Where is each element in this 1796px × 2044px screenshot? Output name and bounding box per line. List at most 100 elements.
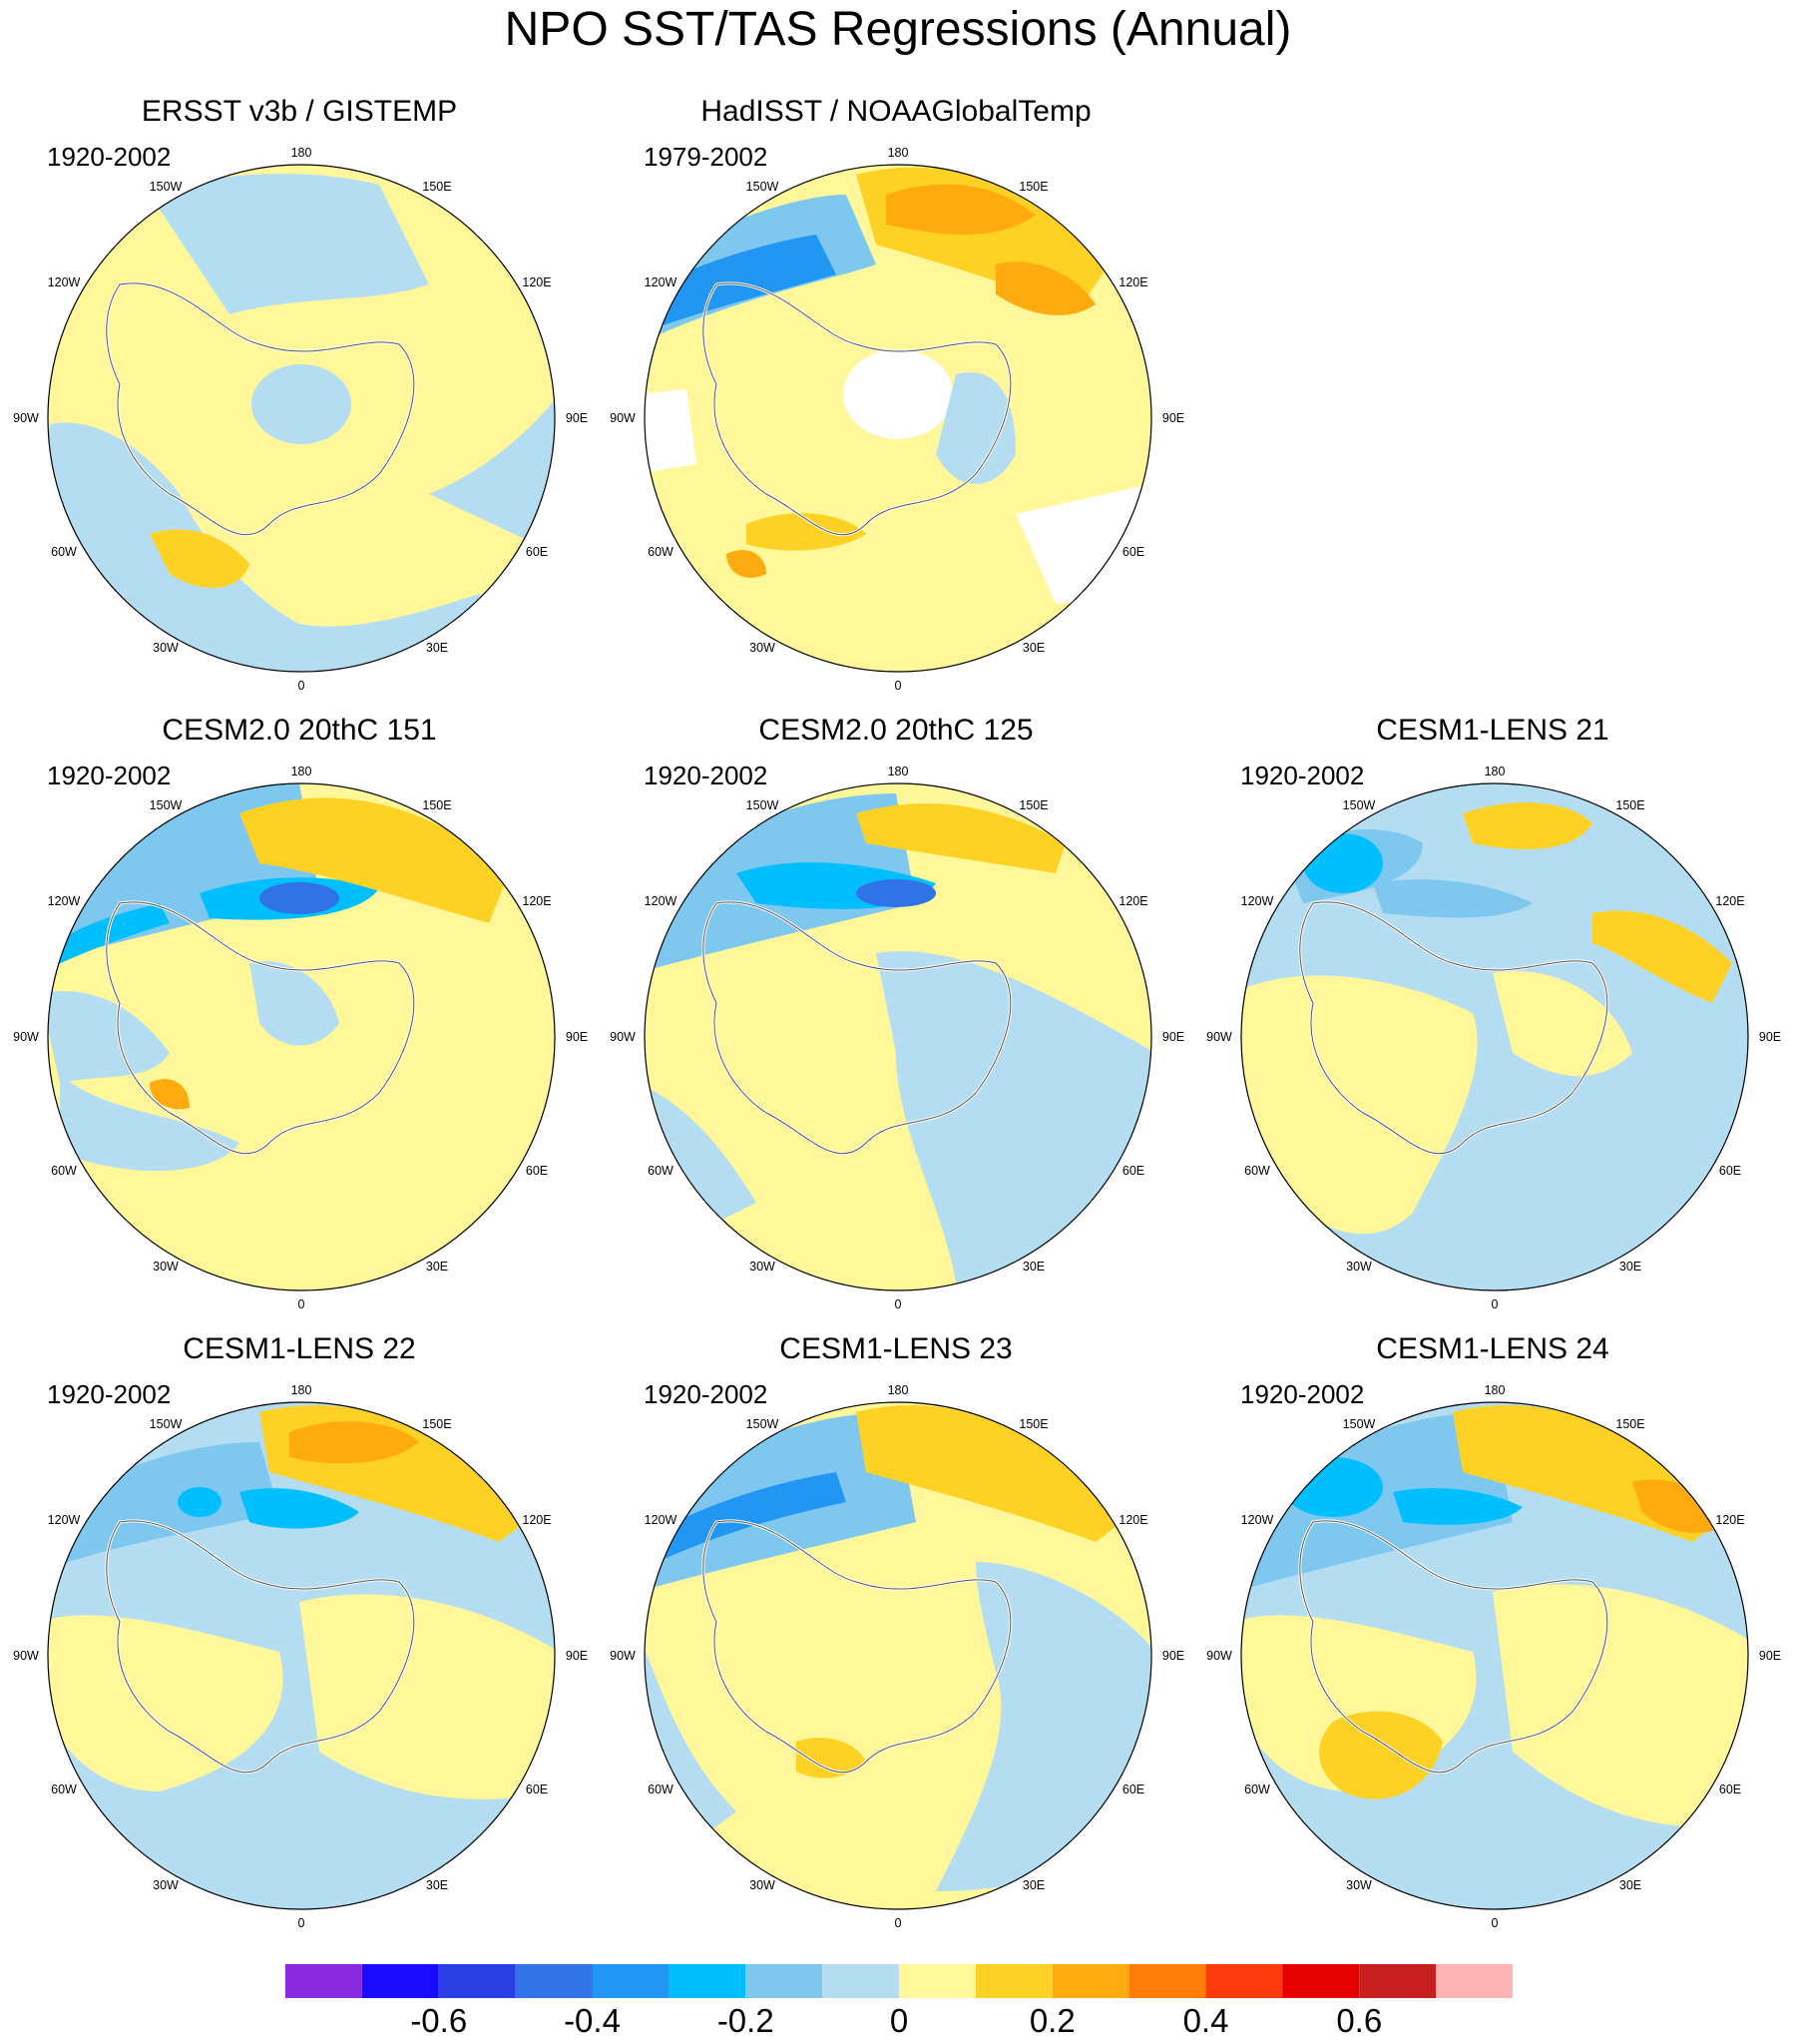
lon-label: 30E xyxy=(1023,641,1045,655)
polar-map: 180 150E 120E 90E 60E 30E 0 30W 60W 90W … xyxy=(610,1383,1184,1930)
lon-label: 150E xyxy=(1615,1417,1644,1431)
polar-map: 180 150E 120E 90E 60E 30E 0 30W 60W 90W … xyxy=(610,146,1184,693)
panel-period: 1920-2002 xyxy=(47,1379,172,1409)
lon-label: 90E xyxy=(1759,1030,1781,1044)
lon-label: 30E xyxy=(426,1260,448,1274)
lon-label: 180 xyxy=(1485,765,1506,778)
lon-label: 30W xyxy=(1346,1878,1372,1892)
lon-label: 60W xyxy=(648,545,674,559)
longitude-labels: 180 150E 120E 90E 60E 30E 0 30W 60W 90W … xyxy=(610,146,1184,693)
longitude-labels: 180 150E 120E 90E 60E 30E 0 30W 60W 90W … xyxy=(1206,765,1781,1311)
longitude-labels: 180 150E 120E 90E 60E 30E 0 30W 60W 90W … xyxy=(13,146,588,693)
map-panel: CESM1-LENS 24 1920-2002 180 150E 120E 90… xyxy=(1193,1332,1792,1951)
lon-label: 60W xyxy=(648,1164,674,1178)
map-panel: ERSST v3b / GISTEMP 1920-2002 180 150E 1… xyxy=(0,95,599,714)
lon-label: 120E xyxy=(522,894,551,908)
lon-label: 60W xyxy=(1244,1783,1270,1796)
lon-label: 180 xyxy=(1485,1383,1506,1397)
polar-map: 180 150E 120E 90E 60E 30E 0 30W 60W 90W … xyxy=(13,765,588,1311)
lon-label: 60E xyxy=(1122,545,1144,559)
lon-label: 0 xyxy=(895,1297,902,1311)
panel-period: 1920-2002 xyxy=(1240,1379,1365,1409)
lon-label: 150W xyxy=(746,180,779,194)
colorbar-swatch xyxy=(361,1964,439,1998)
map-panel: CESM1-LENS 23 1920-2002 180 150E 120E 90… xyxy=(597,1332,1195,1951)
lon-label: 0 xyxy=(298,1916,305,1930)
lon-label: 30W xyxy=(749,1260,775,1274)
lon-label: 0 xyxy=(298,1297,305,1311)
lon-label: 90W xyxy=(610,411,636,425)
panel-title: CESM1-LENS 24 xyxy=(1376,1332,1609,1365)
lon-label: 150W xyxy=(1343,1417,1376,1431)
panel-period: 1920-2002 xyxy=(47,142,172,172)
longitude-labels: 180 150E 120E 90E 60E 30E 0 30W 60W 90W … xyxy=(13,765,588,1311)
lon-label: 60E xyxy=(1719,1783,1741,1796)
lon-label: 120W xyxy=(645,894,677,908)
lon-label: 30E xyxy=(1023,1878,1045,1892)
lon-label: 30E xyxy=(426,641,448,655)
lon-label: 30E xyxy=(426,1878,448,1892)
lon-label: 0 xyxy=(298,679,305,693)
lon-label: 150W xyxy=(1343,798,1376,812)
lon-label: 0 xyxy=(895,1916,902,1930)
lon-label: 60W xyxy=(51,1783,77,1796)
lon-label: 150W xyxy=(150,180,183,194)
lon-label: 30E xyxy=(1619,1878,1641,1892)
lon-label: 60W xyxy=(648,1783,674,1796)
colorbar xyxy=(285,1964,1513,1998)
panel-period: 1920-2002 xyxy=(644,1379,768,1409)
lon-label: 90E xyxy=(1759,1649,1781,1663)
panel-title: CESM1-LENS 21 xyxy=(1376,714,1609,747)
panel-period: 1979-2002 xyxy=(644,142,768,172)
lon-label: 90E xyxy=(1162,411,1184,425)
lon-label: 120E xyxy=(1119,894,1147,908)
lon-label: 180 xyxy=(888,146,909,160)
lon-label: 30W xyxy=(749,1878,775,1892)
polar-map: 180 150E 120E 90E 60E 30E 0 30W 60W 90W … xyxy=(13,146,588,693)
colorbar-swatch xyxy=(592,1964,670,1998)
colorbar-swatch xyxy=(1359,1964,1437,1998)
polar-map: 180 150E 120E 90E 60E 30E 0 30W 60W 90W … xyxy=(1206,765,1781,1311)
lon-label: 30W xyxy=(153,641,179,655)
colorbar-swatch xyxy=(1205,1964,1283,1998)
lon-label: 60E xyxy=(526,1783,548,1796)
lon-label: 30E xyxy=(1619,1260,1641,1274)
polar-map: 180 150E 120E 90E 60E 30E 0 30W 60W 90W … xyxy=(13,1383,588,1930)
lon-label: 90W xyxy=(13,411,39,425)
lon-label: 150E xyxy=(422,798,451,812)
lon-label: 150E xyxy=(422,1417,451,1431)
lon-label: 120W xyxy=(48,1513,81,1527)
lon-label: 30W xyxy=(749,641,775,655)
lon-label: 120W xyxy=(645,275,677,289)
lon-label: 120E xyxy=(522,1513,551,1527)
lon-label: 180 xyxy=(888,1383,909,1397)
figure-title: NPO SST/TAS Regressions (Annual) xyxy=(504,3,1292,56)
map-panel: CESM1-LENS 22 1920-2002 180 150E 120E 90… xyxy=(0,1332,599,1951)
lon-label: 60E xyxy=(1122,1164,1144,1178)
longitude-labels: 180 150E 120E 90E 60E 30E 0 30W 60W 90W … xyxy=(13,1383,588,1930)
lon-label: 180 xyxy=(291,146,312,160)
colorbar-swatch xyxy=(1052,1964,1129,1998)
lon-label: 90W xyxy=(13,1030,39,1044)
lon-label: 150E xyxy=(1019,180,1048,194)
longitude-labels: 180 150E 120E 90E 60E 30E 0 30W 60W 90W … xyxy=(610,765,1184,1311)
lon-label: 150W xyxy=(746,1417,779,1431)
lon-label: 90E xyxy=(1162,1030,1184,1044)
map-panel: CESM2.0 20thC 151 1920-2002 180 150E 120… xyxy=(0,714,599,1332)
colorbar-swatch xyxy=(1128,1964,1206,1998)
polar-map: 180 150E 120E 90E 60E 30E 0 30W 60W 90W … xyxy=(1206,1383,1781,1930)
colorbar-tick-label: -0.2 xyxy=(716,2002,774,2039)
colorbar-tick-label: -0.6 xyxy=(410,2002,468,2039)
colorbar-tick-label: -0.4 xyxy=(564,2002,621,2039)
map-panel: CESM1-LENS 21 1920-2002 180 150E 120E 90… xyxy=(1193,714,1792,1332)
lon-label: 60E xyxy=(1719,1164,1741,1178)
colorbar-tick-label: 0.6 xyxy=(1336,2002,1383,2039)
lon-label: 60W xyxy=(51,545,77,559)
lon-label: 150E xyxy=(422,180,451,194)
map-panel: CESM2.0 20thC 125 1920-2002 180 150E 120… xyxy=(597,714,1195,1332)
lon-label: 30E xyxy=(1023,1260,1045,1274)
lon-label: 120E xyxy=(1119,1513,1147,1527)
panel-title: CESM1-LENS 23 xyxy=(779,1332,1013,1365)
lon-label: 120E xyxy=(1715,1513,1744,1527)
map-panel: HadISST / NOAAGlobalTemp 1979-2002 180 1… xyxy=(597,95,1195,714)
